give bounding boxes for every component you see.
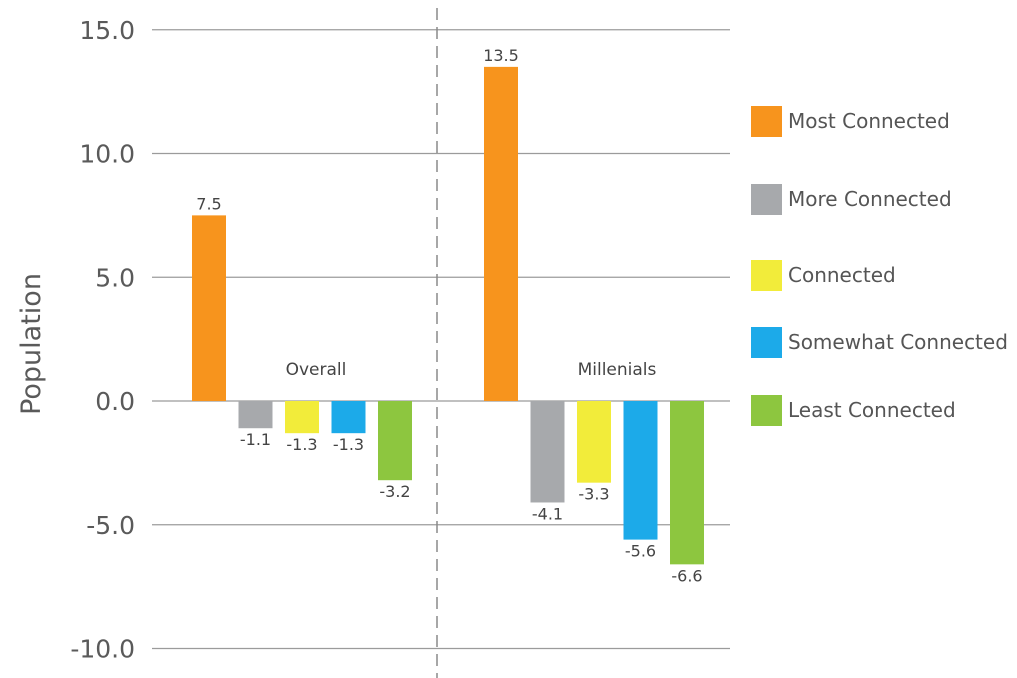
- legend-label: More Connected: [788, 187, 952, 211]
- bar: [331, 401, 366, 434]
- y-tick-label: 0.0: [95, 387, 135, 416]
- y-tick-label: 10.0: [79, 140, 135, 169]
- legend-swatch: [751, 395, 782, 426]
- legend-label: Least Connected: [788, 398, 956, 422]
- legend: Most Connected More Connected Connected Som…: [751, 106, 1008, 426]
- data-label: 7.5: [196, 194, 221, 213]
- y-tick-label: -5.0: [86, 511, 135, 540]
- y-tick-label: -10.0: [70, 635, 135, 664]
- y-tick-label: 15.0: [79, 16, 135, 45]
- data-label: -4.1: [532, 504, 563, 523]
- bar: [484, 66, 518, 401]
- bar: [238, 401, 273, 429]
- data-label: -1.3: [286, 435, 317, 454]
- category-label: Overall: [286, 360, 347, 380]
- bar: [285, 401, 319, 434]
- data-label: -1.3: [333, 435, 364, 454]
- legend-swatch: [751, 106, 782, 137]
- y-tick-label: 5.0: [95, 263, 135, 292]
- y-axis-ticks: 15.0 10.0 5.0 0.0 -5.0 -10.0: [70, 16, 135, 664]
- bar: [192, 215, 226, 401]
- data-label: -3.2: [379, 482, 410, 501]
- bar: [378, 401, 412, 481]
- category-label: Millenials: [578, 360, 657, 380]
- bars: [192, 66, 704, 565]
- bar: [623, 401, 658, 540]
- legend-swatch: [751, 327, 782, 358]
- legend-swatch: [751, 260, 782, 291]
- data-labels: 7.5 13.5 -1.1 -4.1 -1.3 -3.3 -1.3 -5.6 -3.2 -6.6: [196, 46, 702, 585]
- legend-label: Somewhat Connected: [788, 330, 1008, 354]
- data-label: -3.3: [578, 485, 609, 504]
- bar: [530, 401, 565, 503]
- data-label: -6.6: [671, 566, 702, 585]
- legend-label: Most Connected: [788, 109, 950, 133]
- bar: [670, 401, 704, 565]
- data-label: -5.6: [625, 542, 656, 561]
- legend-label: Connected: [788, 263, 896, 287]
- y-axis-label: Population: [16, 273, 47, 415]
- legend-swatch: [751, 184, 782, 215]
- data-label: 13.5: [483, 46, 519, 65]
- group-labels: Overall Millenials: [286, 360, 657, 380]
- data-label: -1.1: [240, 430, 271, 449]
- bar: [577, 401, 611, 483]
